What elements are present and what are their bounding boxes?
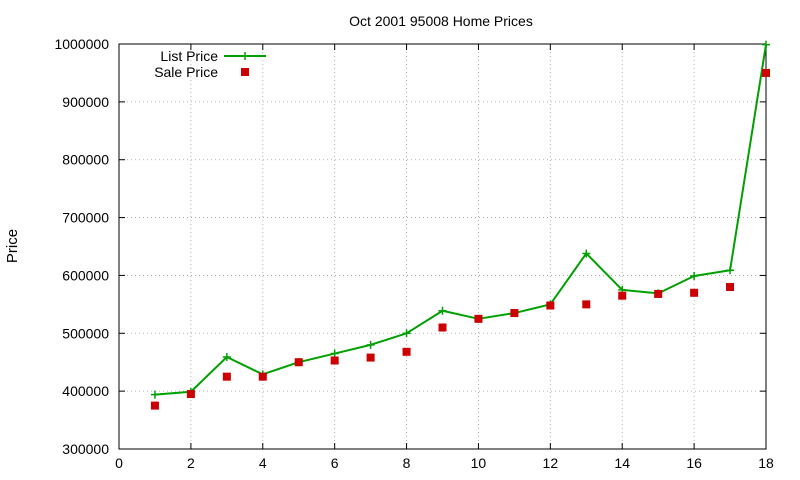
sale-price-point bbox=[726, 283, 735, 291]
sale-price-point bbox=[618, 291, 627, 300]
sale-price-point bbox=[654, 289, 663, 298]
y-tick-label: 800000 bbox=[62, 152, 109, 168]
sale-price-point bbox=[438, 323, 447, 332]
y-tick-label: 400000 bbox=[62, 383, 109, 399]
sale-price-point bbox=[186, 390, 195, 399]
x-tick-label: 8 bbox=[403, 455, 411, 471]
y-tick-label: 300000 bbox=[62, 441, 109, 457]
sale-price-legend-label: Sale Price bbox=[154, 64, 218, 80]
y-tick-label: 900000 bbox=[62, 94, 109, 110]
sale-price-point bbox=[258, 372, 267, 381]
list-price-point bbox=[690, 272, 699, 281]
list-price-point bbox=[402, 329, 411, 338]
sale-price-point bbox=[510, 309, 519, 318]
list-price-point bbox=[438, 306, 447, 315]
x-tick-label: 6 bbox=[331, 455, 339, 471]
y-tick-label: 1000000 bbox=[54, 36, 109, 52]
sale-price-point bbox=[222, 372, 231, 381]
grid-lines bbox=[119, 44, 766, 449]
list-price-point bbox=[366, 340, 375, 349]
y-tick-label: 700000 bbox=[62, 210, 109, 226]
sale-price-point bbox=[366, 353, 375, 362]
list-price-point bbox=[222, 353, 231, 362]
list-price-point bbox=[726, 266, 735, 275]
y-axis-label: Price bbox=[4, 229, 21, 263]
series-layer bbox=[150, 40, 770, 410]
sale-price-point bbox=[546, 301, 555, 310]
x-tick-label: 18 bbox=[758, 455, 774, 471]
sale-price-point bbox=[762, 68, 770, 77]
sale-price-point bbox=[150, 401, 159, 410]
sale-price-point bbox=[402, 347, 411, 356]
plot-frame bbox=[118, 43, 767, 450]
list-price-point bbox=[762, 40, 770, 49]
x-tick-label: 14 bbox=[614, 455, 630, 471]
list-price-legend-marker bbox=[241, 52, 249, 60]
sale-price-point bbox=[474, 314, 483, 323]
sale-price-point bbox=[330, 356, 339, 365]
chart-title: Oct 2001 95008 Home Prices bbox=[349, 13, 533, 29]
list-price-series bbox=[150, 40, 770, 399]
x-tick-label: 2 bbox=[187, 455, 195, 471]
list-price-point bbox=[150, 390, 159, 399]
y-tick-label: 500000 bbox=[62, 325, 109, 341]
axis-ticks: 0 2 4 6 8 10 12 14 16 18 300000 400000 500000 600000 7… bbox=[54, 36, 774, 471]
list-price-point bbox=[330, 349, 339, 358]
x-tick-label: 12 bbox=[543, 455, 559, 471]
x-tick-label: 0 bbox=[115, 455, 123, 471]
x-tick-label: 16 bbox=[686, 455, 702, 471]
list-price-legend-label: List Price bbox=[160, 48, 218, 64]
x-tick-label: 4 bbox=[259, 455, 267, 471]
sale-price-point bbox=[690, 288, 699, 297]
y-tick-label: 600000 bbox=[62, 267, 109, 283]
list-price-point bbox=[582, 249, 591, 258]
sale-price-point bbox=[294, 358, 303, 367]
sale-price-legend-marker bbox=[241, 68, 249, 76]
sale-price-series bbox=[150, 68, 770, 410]
x-tick-label: 10 bbox=[471, 455, 487, 471]
sale-price-point bbox=[582, 300, 591, 309]
list-price-line bbox=[154, 44, 767, 396]
